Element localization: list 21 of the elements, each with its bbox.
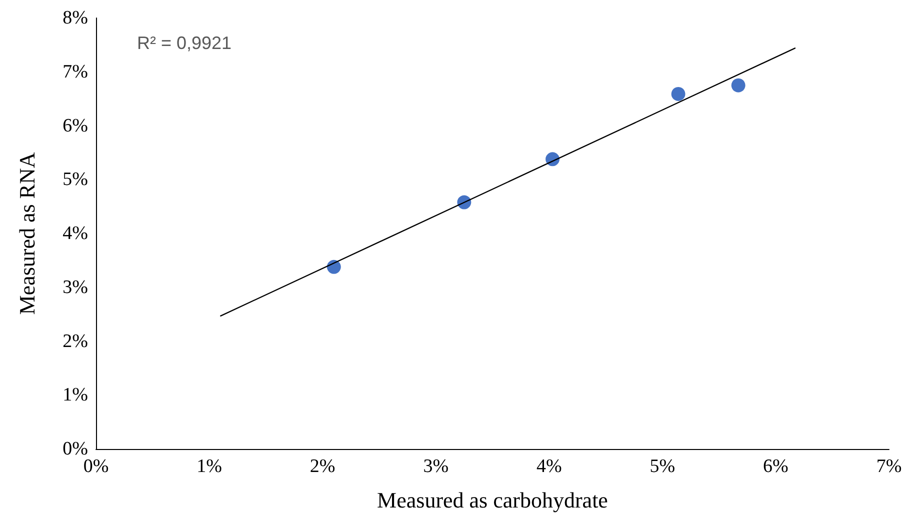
x-tick-label: 6% <box>763 456 789 477</box>
x-tick-label: 2% <box>310 456 336 477</box>
x-tick-label: 7% <box>876 456 902 477</box>
y-tick-label: 6% <box>62 115 88 136</box>
y-tick-label: 3% <box>62 276 88 298</box>
y-tick-label: 2% <box>62 330 88 352</box>
point <box>671 86 686 101</box>
point <box>731 78 746 92</box>
y-tick-label: 4% <box>62 223 88 244</box>
x-tick-label: 1% <box>196 456 222 477</box>
x-axis-title: Measured as carbohydrate <box>377 488 608 512</box>
y-tick-label: 1% <box>62 384 88 406</box>
x-tick-label: 4% <box>536 456 562 477</box>
x-tick-label: 5% <box>650 456 676 477</box>
y-tick-label: 8% <box>62 8 88 28</box>
x-tick-label: 3% <box>423 456 449 477</box>
point <box>326 260 341 274</box>
y-tick-label: 5% <box>62 169 88 190</box>
annotation: R² = 0,9921 <box>137 33 232 53</box>
y-tick-label: 7% <box>62 61 88 82</box>
y-axis-title: Measured as RNA <box>14 152 40 315</box>
